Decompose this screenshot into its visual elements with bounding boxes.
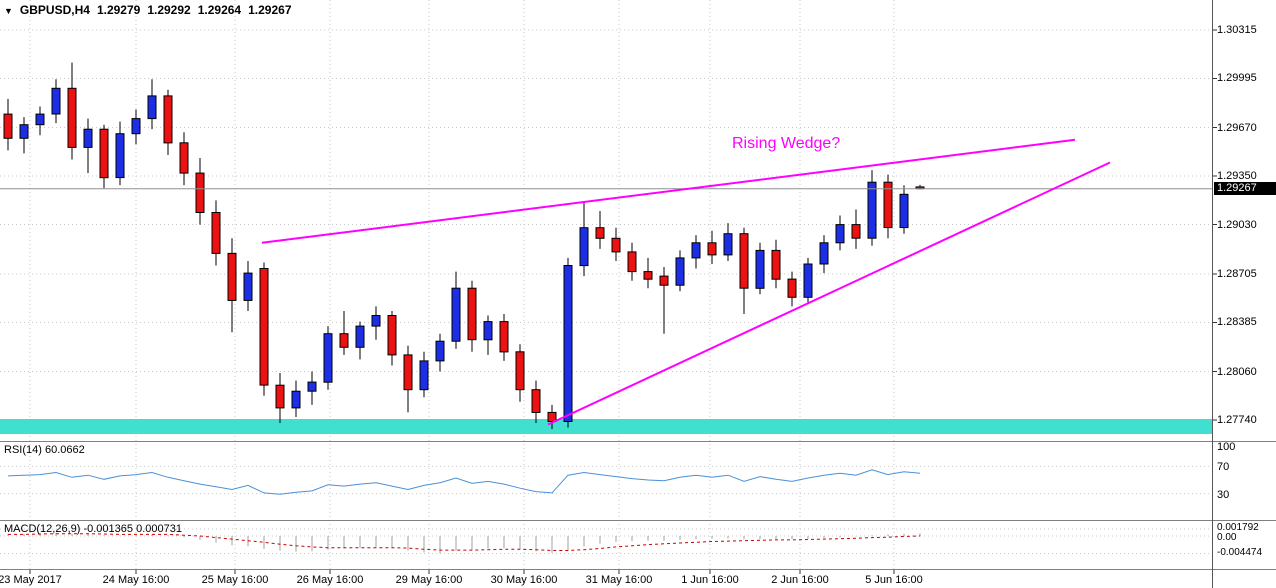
candle-body <box>67 87 77 148</box>
candle-body <box>419 360 429 391</box>
candle-body <box>115 133 125 179</box>
chart-title: ▼ GBPUSD,H4 1.29279 1.29292 1.29264 1.29267 <box>4 3 299 17</box>
candle-body <box>499 321 509 353</box>
candle-body <box>835 224 845 244</box>
candle-body <box>179 142 189 174</box>
candle-body <box>899 193 909 229</box>
candle-body <box>595 227 605 239</box>
candle-body <box>883 181 893 229</box>
candle-body <box>307 381 317 392</box>
candle-body <box>691 242 701 259</box>
candle-body <box>803 263 813 298</box>
candle-body <box>3 113 13 139</box>
quote-high: 1.29292 <box>147 3 191 17</box>
macd-histogram <box>7 532 921 554</box>
candle-body <box>739 233 749 289</box>
macd-signal-line <box>8 533 921 551</box>
candle-body <box>483 321 493 341</box>
candle-body <box>659 275 669 286</box>
candle-body <box>707 242 717 256</box>
candles <box>3 62 925 430</box>
candle-body <box>755 249 765 289</box>
candle-body <box>51 87 61 115</box>
quote-open: 1.29279 <box>96 3 141 17</box>
candle-body <box>643 271 653 280</box>
candle-body <box>147 95 157 120</box>
candle-body <box>323 333 333 383</box>
candle-body <box>627 251 637 273</box>
candle-body <box>387 315 397 356</box>
candle-body <box>675 257 685 286</box>
symbol-timeframe: GBPUSD,H4 <box>19 3 90 17</box>
rsi-header: RSI(14) 60.0662 <box>4 444 85 456</box>
candle-body <box>771 249 781 280</box>
candle-body <box>403 354 413 391</box>
candle-body <box>163 95 173 144</box>
current-price-badge: 1.29267 <box>1214 182 1276 195</box>
candle-body <box>19 124 29 139</box>
candle-body <box>531 389 541 413</box>
candle-body <box>579 227 589 267</box>
candle-body <box>451 287 461 342</box>
candle-body <box>355 325 365 348</box>
candle-body <box>819 242 829 265</box>
candle-body <box>259 268 269 386</box>
candle-body <box>83 128 93 148</box>
wedge-annotation-text[interactable]: Rising Wedge? <box>732 135 841 152</box>
grid <box>0 0 1212 570</box>
candle-body <box>35 113 45 126</box>
candle-body <box>787 278 797 298</box>
candle-body <box>611 237 621 253</box>
candle-body <box>339 333 349 348</box>
candle-body <box>563 265 573 422</box>
rsi-line <box>7 469 921 495</box>
quote-low: 1.29264 <box>197 3 242 17</box>
candle-body <box>851 224 861 239</box>
candle-body <box>371 315 381 327</box>
quote-close: 1.29267 <box>248 3 292 17</box>
candle-body <box>515 351 525 391</box>
candle-body <box>723 233 733 256</box>
candle-body <box>291 390 301 409</box>
candle-body <box>227 252 237 301</box>
chart-menu-icon[interactable]: ▼ <box>4 6 13 16</box>
candle-body <box>467 287 477 341</box>
candle-body <box>867 181 877 239</box>
candle-body <box>243 272 253 301</box>
macd-header: MACD(12,26,9) -0.001365 0.000731 <box>4 523 182 535</box>
candle-body <box>547 411 557 422</box>
wedge-lower-trendline[interactable] <box>547 161 1111 426</box>
wedge-upper-trendline[interactable] <box>261 138 1076 244</box>
candle-body <box>275 384 285 409</box>
candle-body <box>99 128 109 179</box>
candle-body <box>131 118 141 135</box>
candle-body <box>195 172 205 214</box>
support-band[interactable] <box>0 419 1212 434</box>
candle-body <box>211 212 221 254</box>
candle-body <box>435 340 445 362</box>
